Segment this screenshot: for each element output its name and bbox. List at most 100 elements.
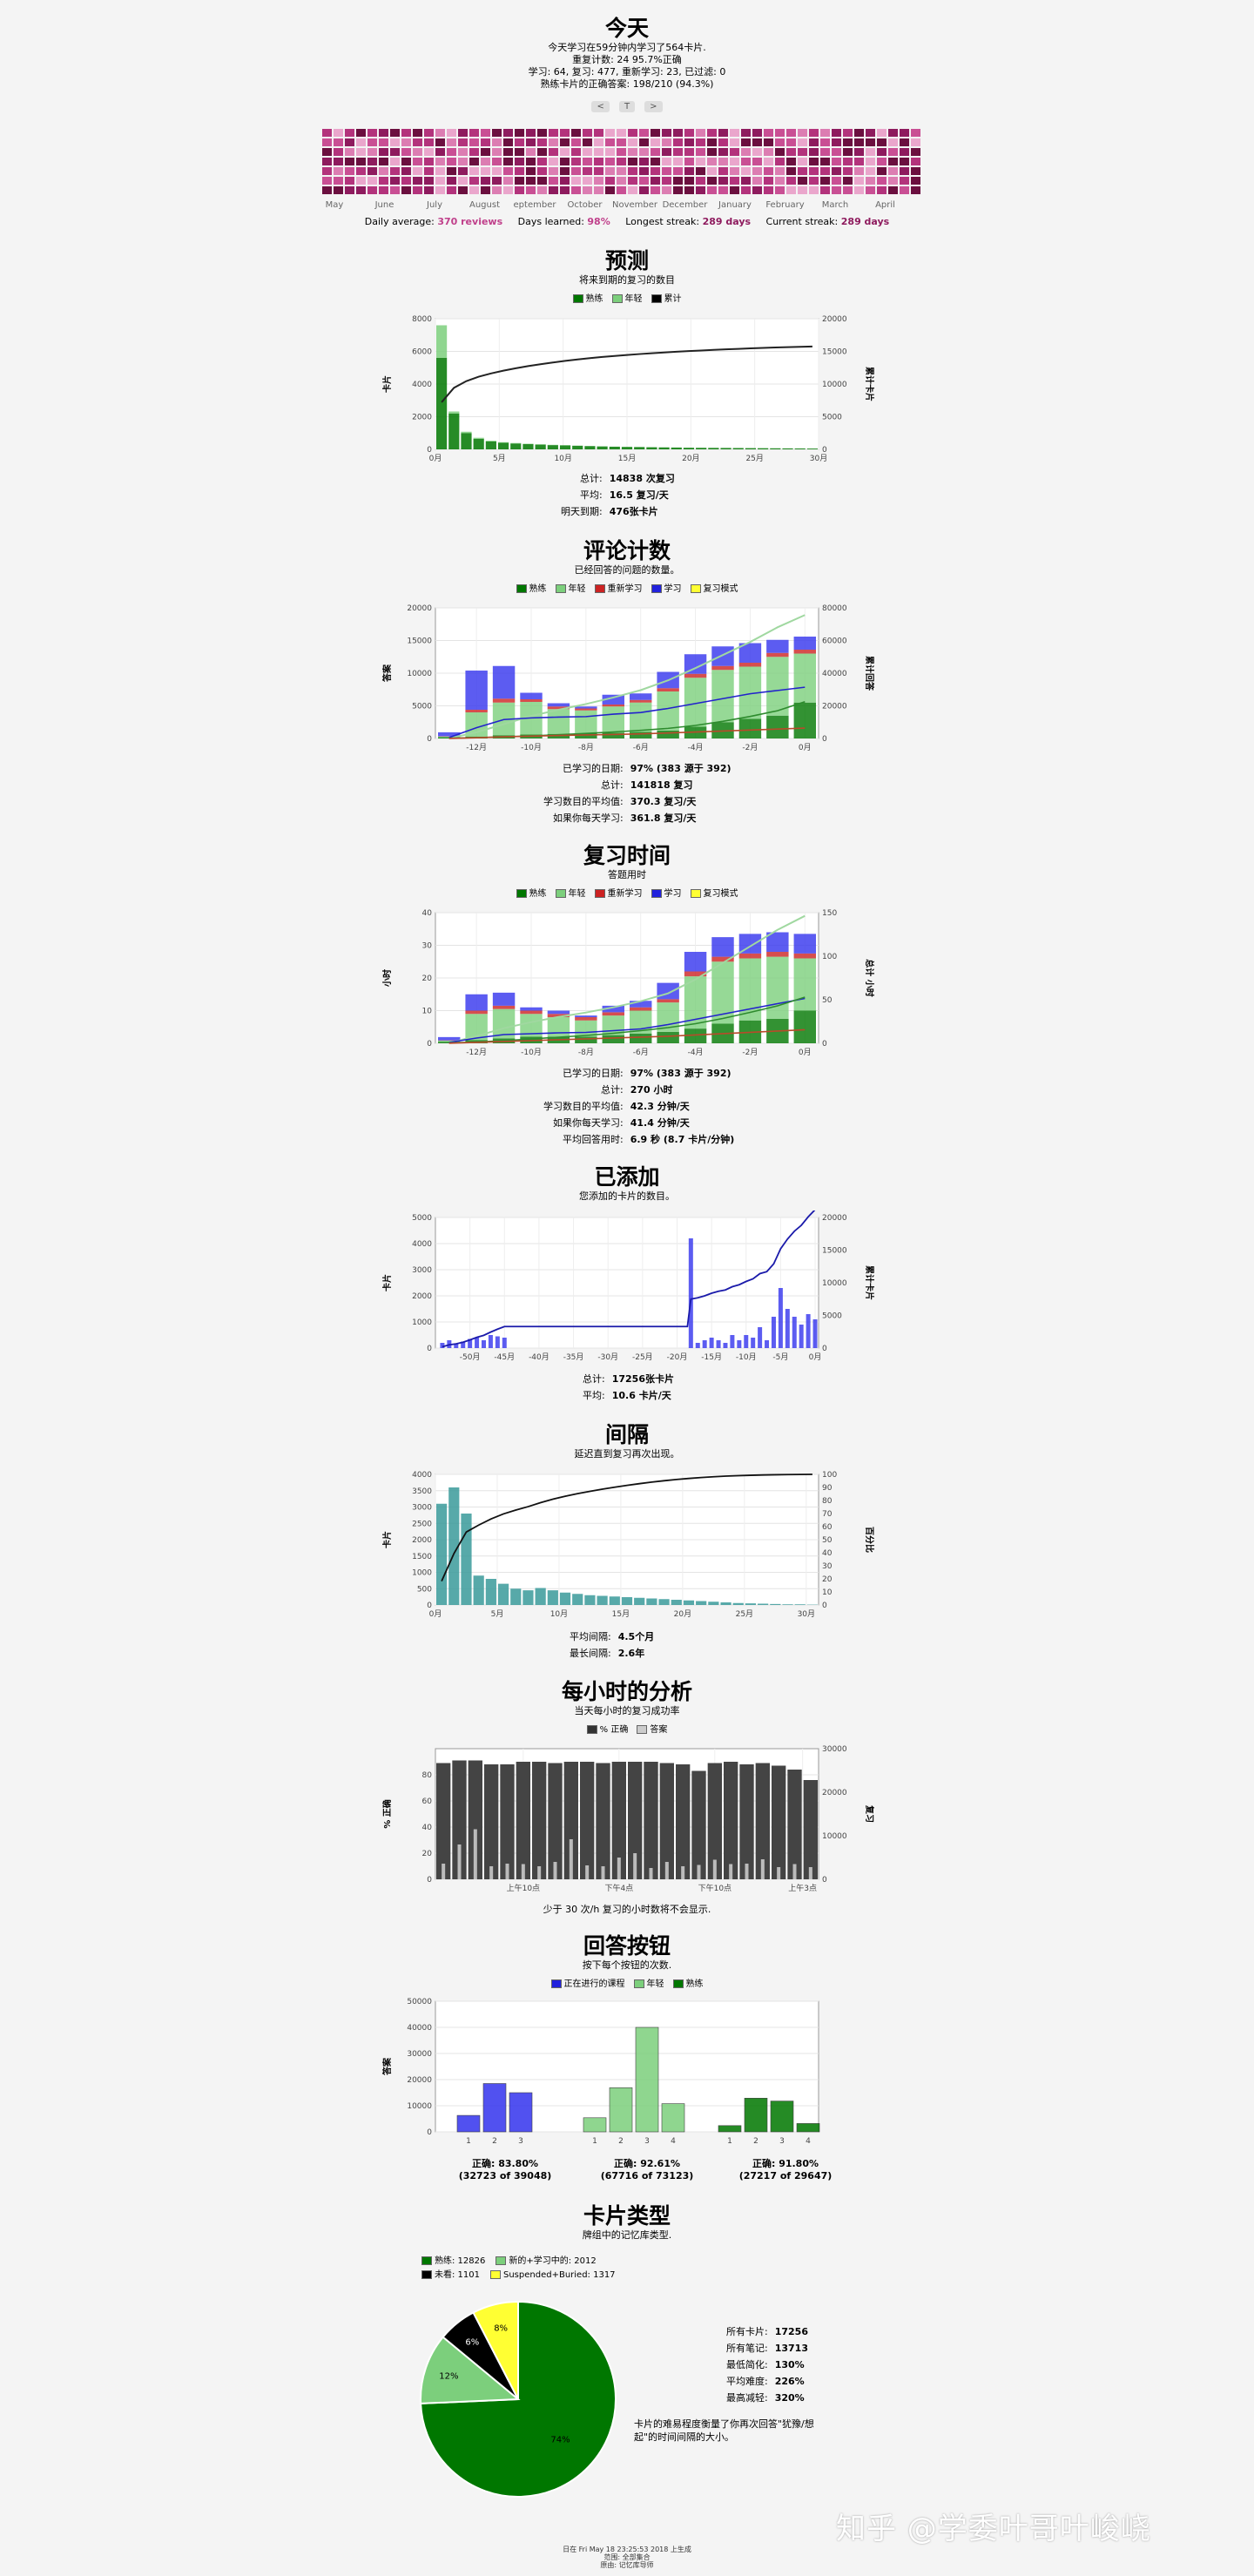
y-tick-label: 4000 [412,381,432,389]
bar-added [475,1338,480,1348]
y-tick-label: 10000 [407,670,432,678]
x-tick-label: -25月 [632,1352,653,1362]
heatmap-day [334,129,343,137]
hourly-title: 每小时的分析 [561,1679,692,1704]
cumulative-line [441,345,812,403]
bar-interval [510,1588,522,1605]
intervals-chart[interactable]: 0 500 1000 1500 2000 2500 3000 3500 4000 0 10 20 30 4… [374,1467,880,1624]
bar-重新学习 [630,1007,652,1011]
added-chart[interactable]: 0 1000 2000 3000 4000 5000 0 5000 10000 15000 2000… [374,1210,880,1367]
bar-年轻 [575,710,597,733]
bar-mature [584,446,596,449]
y-tick-label: 3000 [412,1266,432,1275]
reviews-chart[interactable]: 0 5000 10000 15000 20000 0 20000 40000 60000 8000… [374,601,880,758]
heatmap-day [367,167,377,175]
bar-percent-correct [707,1763,722,1879]
heatmap-day [458,186,468,194]
heatmap-day [435,148,445,156]
y-tick-label: 1000 [412,1318,432,1327]
footer: 日在 Fri May 18 23:25:53 2018 上生成 范围: 全部集合原… [563,2546,691,2569]
time-chart[interactable]: 0 10 20 30 40 0 50 100 150 小时 总计 小时 -12月 -10月 -8月 -6月 -… [374,906,880,1062]
y2-tick-label: 50 [822,996,833,1005]
cardtypes-pie[interactable]: 74% 12% 6% 8% [409,2290,627,2508]
heatmap-day [413,129,422,137]
y-tick-label: 4000 [412,1240,432,1249]
hourly-subtitle: 当天每小时的复习成功率 [574,1705,680,1716]
x-tick-label: -50月 [460,1352,481,1362]
x-tick-label: 3 [644,2137,650,2146]
bar-added [812,1319,818,1348]
heatmap-day [549,177,558,185]
heatmap-day [379,186,388,194]
heatmap-day [673,167,683,175]
heatmap-day [560,138,570,146]
heatmap-day [718,148,728,156]
y2-tick-label: 150 [822,909,837,918]
bar-interval [522,1590,534,1605]
y-tick-label: 1500 [412,1553,432,1561]
y-tick-label: 2500 [412,1520,432,1528]
bar-mature [806,448,818,449]
x-tick-label: -8月 [578,1048,594,1057]
review-heatmap[interactable]: May June July August eptember October November… [322,129,932,216]
heatmap-day [458,158,468,165]
bar-mature [448,413,460,449]
heatmap-day [481,177,490,185]
x-tick-label: -2月 [742,1048,758,1057]
bar-percent-correct [772,1765,786,1879]
heatmap-day [888,138,898,146]
bar-重新学习 [711,956,734,962]
cumulative-重新学习 [448,727,806,739]
heatmap-month-label: August [469,200,500,210]
bar-重新学习 [657,999,679,1003]
bar-mature [572,445,583,449]
y-tick-label: 30 [422,942,433,951]
heatmap-day [854,138,864,146]
buttons-learning-summary: 正确: 83.80% (32723 of 39048) [458,2158,552,2182]
heatmap-day [854,158,864,165]
y-tick-label: 0 [427,1602,432,1610]
bar-熟练 [793,1010,816,1043]
x-tick-label: 20月 [674,1609,691,1619]
bar-重新学习 [738,953,762,959]
forecast-chart[interactable]: 0 2000 4000 6000 8000 0 5000 10000 15000 20000 卡片 累… [374,312,880,469]
heatmap-day [900,177,909,185]
heatmap-day [537,186,547,194]
bar-percent-correct [724,1762,738,1879]
heatmap-day [820,158,830,165]
heatmap-day [843,167,853,175]
cumulative-重新学习 [448,1028,806,1044]
heatmap-day [345,158,354,165]
x-tick-label: 1 [727,2137,732,2146]
bar-added [792,1317,797,1348]
heatmap-day [424,129,434,137]
x-tick-label: 3 [779,2137,785,2146]
heatmap-day [413,148,422,156]
next-year-button[interactable]: > [644,101,663,112]
bar-重新学习 [657,688,679,691]
buttons-chart[interactable]: 0 10000 20000 30000 40000 50000 答案 1 2 3 1 2 3 4 1 2 3 4 [374,1994,880,2151]
heatmap-day [651,167,660,175]
bar-年轻 [602,706,624,733]
heatmap-day [401,129,411,137]
heatmap-day [798,129,807,137]
heatmap-day [583,177,592,185]
days-learned-label: Days learned: [517,216,584,227]
heatmap-day [594,158,603,165]
bar-percent-correct [580,1762,595,1879]
pie-slice [420,2336,521,2404]
heatmap-day [447,186,456,194]
heatmap-day [435,177,445,185]
bar-interval [572,1594,583,1605]
heatmap-day [741,167,751,175]
y-tick-label: 1000 [412,1569,432,1578]
prev-year-button[interactable]: < [591,101,610,112]
heatmap-day [843,129,853,137]
heatmap-day [752,138,762,146]
heatmap-day [820,138,830,146]
bar-学习 [793,934,816,954]
today-button[interactable]: T [618,101,636,112]
x-tick-label: -2月 [742,743,758,752]
forecast-subtitle: 将来到期的复习的数目 [579,274,675,286]
